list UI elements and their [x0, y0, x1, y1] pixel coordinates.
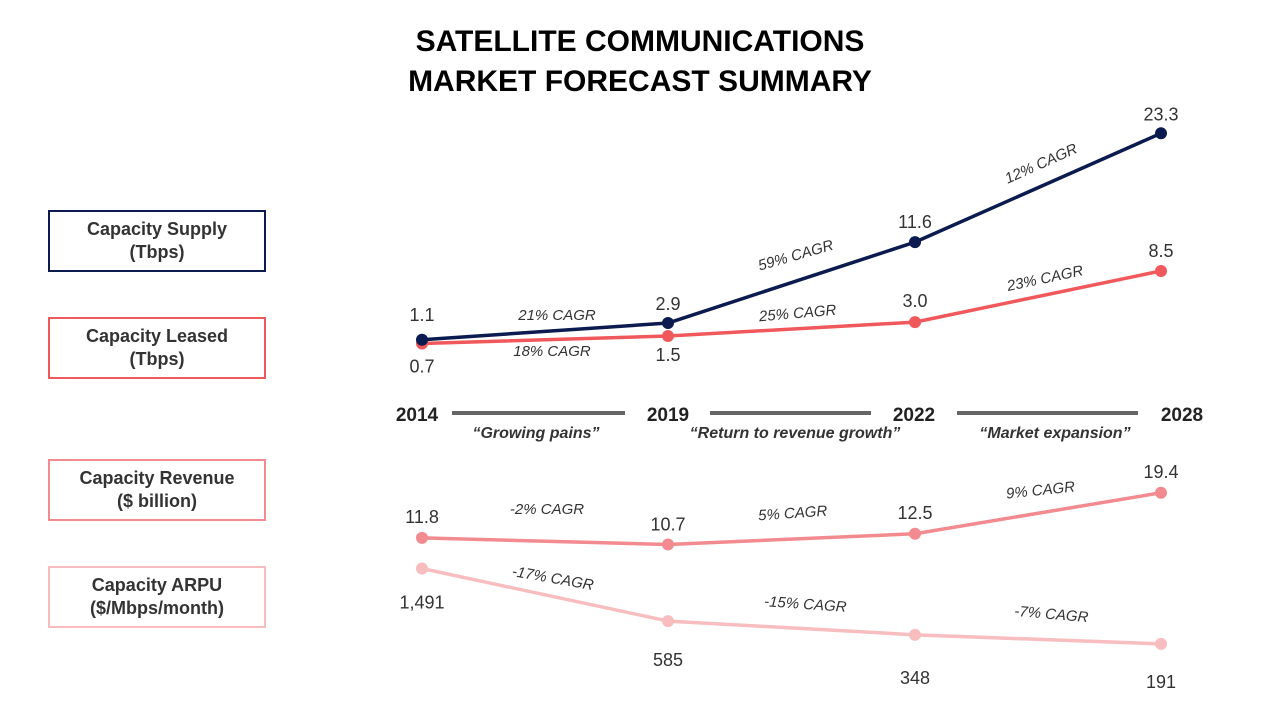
legend-capacity-leased: Capacity Leased (Tbps)	[48, 317, 266, 379]
phase-label: “Return to revenue growth”	[690, 425, 901, 442]
value-label-revenue: 12.5	[897, 503, 932, 523]
cagr-label-arpu: -7% CAGR	[1014, 603, 1090, 626]
value-label-arpu: 348	[900, 668, 930, 688]
legend-label: Capacity Revenue ($ billion)	[79, 468, 235, 511]
series-line-revenue	[421, 491, 1162, 547]
year-label: 2022	[893, 405, 935, 426]
phase-label: “Market expansion”	[979, 425, 1130, 442]
data-point-supply	[416, 333, 428, 346]
cagr-label-supply: 21% CAGR	[517, 307, 596, 324]
data-point-arpu	[1155, 637, 1167, 650]
data-point-leased	[909, 316, 921, 329]
value-label-supply: 1.1	[409, 305, 434, 325]
data-point-supply	[1155, 127, 1167, 140]
data-point-arpu	[416, 562, 428, 575]
data-point-arpu	[909, 628, 921, 641]
title-line-2: MARKET FORECAST SUMMARY	[408, 65, 872, 98]
value-label-revenue: 11.8	[405, 507, 439, 527]
data-point-revenue	[1155, 486, 1167, 499]
year-label: 2028	[1161, 405, 1203, 426]
series-line-supply	[421, 131, 1162, 342]
series-line-leased	[421, 269, 1162, 346]
legend-capacity-revenue: Capacity Revenue ($ billion)	[48, 459, 266, 521]
series-line-arpu	[421, 566, 1162, 646]
value-label-arpu: 1,491	[399, 593, 444, 613]
cagr-label-leased: 18% CAGR	[513, 343, 591, 360]
value-label-revenue: 19.4	[1143, 462, 1178, 482]
title-line-1: SATELLITE COMMUNICATIONS	[415, 25, 865, 58]
value-label-supply: 23.3	[1143, 104, 1178, 124]
year-label: 2014	[396, 405, 439, 426]
page-title: SATELLITE COMMUNICATIONS MARKET FORECAST…	[0, 22, 1280, 102]
cagr-label-arpu: -15% CAGR	[764, 593, 848, 616]
data-point-supply	[909, 236, 921, 249]
legend-capacity-arpu: Capacity ARPU ($/Mbps/month)	[48, 566, 266, 628]
legend-capacity-supply: Capacity Supply (Tbps)	[48, 210, 266, 272]
value-label-supply: 2.9	[655, 294, 680, 314]
data-point-revenue	[909, 527, 921, 540]
legend-label: Capacity Leased (Tbps)	[85, 326, 229, 369]
data-point-arpu	[662, 615, 674, 628]
value-label-arpu: 191	[1146, 672, 1176, 692]
value-label-leased: 8.5	[1148, 241, 1173, 261]
value-label-leased: 1.5	[655, 345, 680, 365]
year-label: 2019	[647, 405, 689, 426]
cagr-label-supply: 12% CAGR	[1002, 140, 1080, 187]
cagr-label-revenue: 5% CAGR	[758, 503, 828, 525]
value-label-revenue: 10.7	[650, 514, 685, 534]
value-label-supply: 11.6	[898, 212, 932, 232]
data-point-revenue	[416, 531, 428, 544]
cagr-label-leased: 25% CAGR	[757, 302, 837, 326]
cagr-label-revenue: -2% CAGR	[510, 501, 584, 518]
value-label-leased: 0.7	[409, 356, 434, 376]
data-point-leased	[1155, 264, 1167, 277]
value-label-arpu: 585	[653, 650, 683, 670]
value-label-leased: 3.0	[902, 291, 927, 311]
cagr-label-revenue: 9% CAGR	[1005, 478, 1076, 502]
data-point-leased	[662, 330, 674, 343]
data-point-revenue	[662, 538, 674, 551]
legend-label: Capacity ARPU ($/Mbps/month)	[90, 575, 224, 618]
legend-label: Capacity Supply (Tbps)	[86, 219, 228, 262]
phase-label: “Growing pains”	[472, 425, 599, 442]
cagr-label-supply: 59% CAGR	[756, 237, 835, 275]
data-point-supply	[662, 317, 674, 330]
